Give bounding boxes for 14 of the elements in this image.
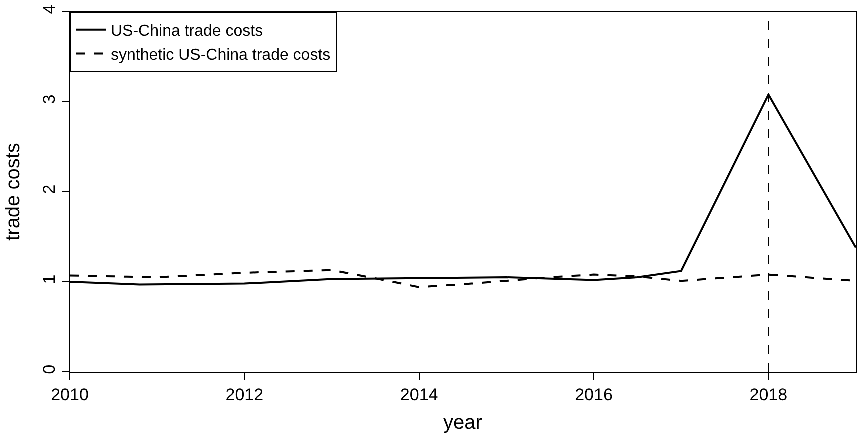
x-tick-label: 2012	[226, 385, 264, 404]
y-axis-title: trade costs	[2, 143, 25, 241]
y-tick-label: 4	[40, 4, 60, 14]
x-tick-label: 2016	[575, 385, 613, 404]
y-tick-label: 1	[40, 274, 60, 284]
legend-label: US-China trade costs	[111, 23, 264, 40]
x-tick-label: 2010	[51, 385, 89, 404]
y-tick-label: 0	[40, 364, 60, 374]
x-tick-label: 2014	[400, 385, 438, 404]
legend-label: synthetic US-China trade costs	[111, 46, 331, 64]
x-axis-title: year	[444, 412, 483, 434]
x-tick-label: 2018	[750, 385, 788, 404]
y-tick-label: 3	[40, 94, 60, 104]
y-tick-label: 2	[40, 184, 60, 194]
